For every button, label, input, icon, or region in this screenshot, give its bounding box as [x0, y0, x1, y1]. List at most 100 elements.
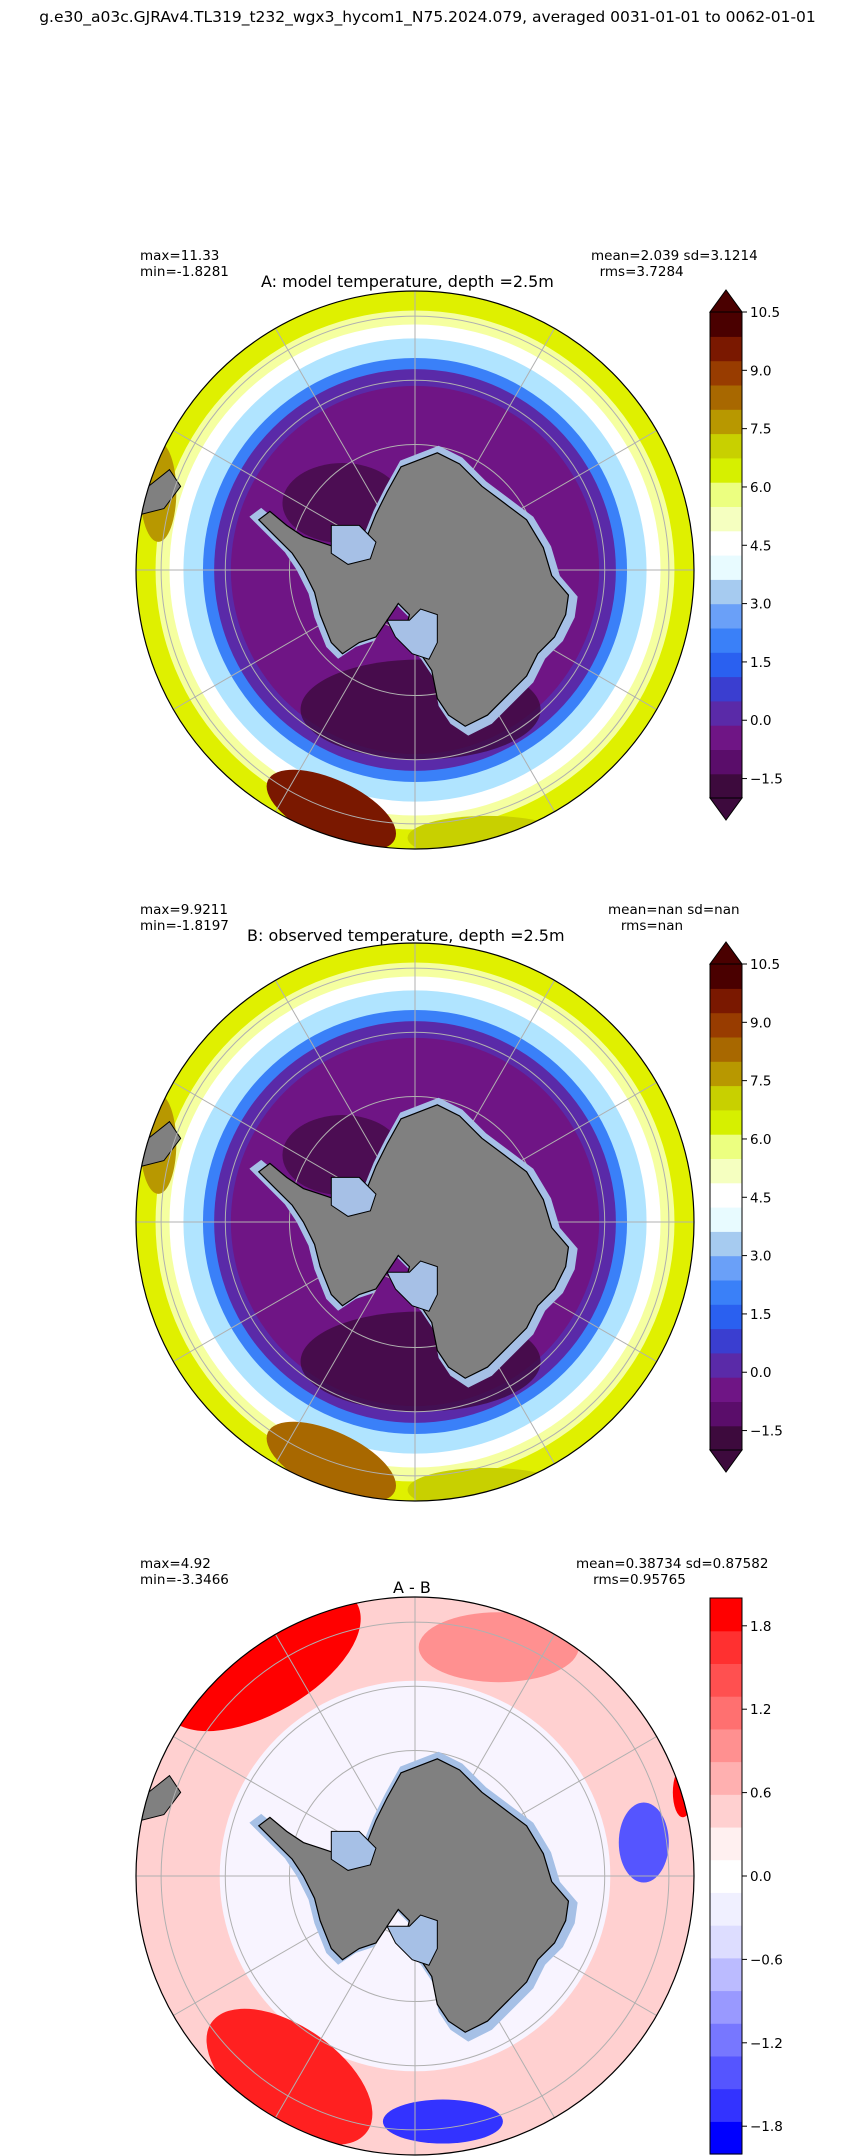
- panel-a-stats-left: max=11.33 min=-1.8281: [140, 248, 229, 280]
- colorbar-tick-label: 3.0: [750, 1249, 771, 1265]
- colorbar-swatch: [710, 1826, 742, 1861]
- colorbar-frame: [709, 963, 743, 1451]
- colorbar-swatch: [710, 1182, 742, 1208]
- panel-c-colorbar: 1.8 1.2 0.6 0.0 −0.6 −1.2 −1.8: [709, 1597, 783, 2155]
- colorbar-swatches: [710, 1598, 742, 2155]
- colorbar-swatch: [710, 1630, 742, 1665]
- colorbar-swatch: [710, 1036, 742, 1062]
- colorbar-frame: [709, 311, 743, 799]
- negative-anomaly-patch: [382, 2099, 503, 2144]
- colorbar-swatch: [710, 360, 742, 386]
- colorbar-tick-label: 9.0: [750, 363, 771, 379]
- panel-a-stats-right: mean=2.039 sd=3.1214 rms=3.7284: [591, 248, 758, 280]
- colorbar-swatch: [710, 1401, 742, 1427]
- ross-ice-shelf: [386, 1260, 438, 1312]
- colorbar-tick-label: −0.6: [750, 1952, 783, 1968]
- colorbar-swatches: [710, 312, 742, 799]
- colorbar-tick-label: −1.2: [750, 2036, 783, 2052]
- panel-c-map: [135, 1596, 695, 2156]
- colorbar-swatch: [710, 1925, 742, 1959]
- colorbar-swatch: [710, 676, 742, 702]
- panel-c-stats-right: mean=0.38734 sd=0.87582 rms=0.95765: [576, 1556, 769, 1588]
- colorbar-swatch: [710, 2088, 742, 2122]
- colorbar-swatch: [710, 1158, 742, 1184]
- colorbar-swatch: [710, 457, 742, 483]
- panel-b-title: B: observed temperature, depth =2.5m: [247, 926, 565, 945]
- figure-title: g.e30_a03c.GJRAv4.TL319_t232_wgx3_hycom1…: [39, 8, 816, 26]
- colorbar-swatch: [710, 773, 742, 799]
- colorbar-swatch: [710, 964, 742, 989]
- colorbar-swatch: [710, 506, 742, 532]
- colorbar-swatch: [710, 1328, 742, 1354]
- colorbar-tick-label: −1.5: [750, 772, 783, 788]
- colorbar-swatch: [710, 1728, 742, 1763]
- colorbar-swatch: [710, 1696, 742, 1730]
- ocean-field: [136, 1597, 694, 2155]
- colorbar-swatch: [710, 1304, 742, 1330]
- colorbar-swatches: [710, 964, 742, 1451]
- colorbar-swatch: [710, 1012, 742, 1038]
- panel-a-colorbar: 10.5 9.0 7.5 6.0 4.5 3.0 1.5 0.0 −1.5: [709, 289, 783, 821]
- positive-anomaly-patch: [162, 1597, 361, 1732]
- colorbar-tick-label: 1.2: [750, 1702, 771, 1718]
- colorbar-swatch: [710, 988, 742, 1014]
- positive-anomaly-patch: [206, 2008, 373, 2146]
- antarctica-land: [257, 1104, 570, 1379]
- colorbar-tick-label: −1.8: [750, 2119, 783, 2135]
- antarctica-land: [257, 1758, 570, 2033]
- colorbar-tick-label: 4.5: [750, 538, 771, 554]
- map-boundary: [135, 942, 695, 1502]
- colorbar-swatch: [710, 725, 742, 750]
- colorbar-swatch: [710, 2023, 742, 2057]
- colorbar-swatch: [710, 1134, 742, 1159]
- colorbar-tick-label: 10.5: [750, 957, 780, 973]
- colorbar-swatch: [710, 1352, 742, 1378]
- panel-a-title: A: model temperature, depth =2.5m: [261, 272, 554, 291]
- panel-c-title: A - B: [393, 1578, 431, 1597]
- colorbar-swatch: [710, 1061, 742, 1087]
- warm-anomaly-patch: [407, 815, 568, 849]
- colorbar-extend-max: [709, 289, 743, 313]
- colorbar-tick-label: 4.5: [750, 1190, 771, 1206]
- colorbar-swatch: [710, 1255, 742, 1281]
- antarctica-land: [257, 452, 570, 727]
- colorbar-swatch: [710, 627, 742, 653]
- ross-ice-shelf: [386, 1914, 438, 1966]
- colorbar-swatch: [710, 579, 742, 605]
- ronne-ice-shelf: [330, 1176, 377, 1217]
- colorbar-swatch: [710, 1663, 742, 1697]
- colorbar-swatch: [710, 336, 742, 362]
- colorbar-swatch: [710, 652, 742, 678]
- colorbar-swatch: [710, 1761, 742, 1795]
- colorbar-swatch: [710, 1990, 742, 2024]
- colorbar-swatch: [710, 1109, 742, 1135]
- colorbar-extend-max: [709, 941, 743, 965]
- panel-c-stats-left: max=4.92 min=-3.3466: [140, 1556, 229, 1588]
- panel-b-stats-right: mean=nan sd=nan rms=nan: [608, 902, 740, 934]
- colorbar-swatch: [710, 603, 742, 629]
- colorbar-swatch: [710, 2121, 742, 2155]
- colorbar-swatch: [710, 1207, 742, 1232]
- colorbar-swatch: [710, 1231, 742, 1257]
- negative-anomaly-patch: [618, 1802, 669, 1883]
- colorbar-swatch: [710, 312, 742, 337]
- colorbar-swatch: [710, 1085, 742, 1111]
- colorbar-swatch: [710, 1794, 742, 1828]
- colorbar-swatch: [710, 384, 742, 410]
- positive-anomaly-patch: [418, 1612, 579, 1683]
- colorbar-tick-label: 0.0: [750, 713, 771, 729]
- colorbar-tick-label: 10.5: [750, 305, 780, 321]
- ronne-ice-shelf: [330, 524, 377, 565]
- colorbar-tick-label: 1.5: [750, 655, 771, 671]
- colorbar-tick-label: 7.5: [750, 1074, 771, 1090]
- colorbar-tick-label: 0.0: [750, 1365, 771, 1381]
- colorbar-swatch: [710, 749, 742, 775]
- ross-ice-shelf: [386, 608, 438, 660]
- colorbar-swatch: [710, 1425, 742, 1451]
- colorbar-tick-label: 0.6: [750, 1786, 771, 1802]
- colorbar-tick-label: −1.5: [750, 1424, 783, 1440]
- ocean-field: [136, 943, 694, 1501]
- colorbar-tick-label: 6.0: [750, 480, 771, 496]
- colorbar-tick-label: 7.5: [750, 422, 771, 438]
- colorbar-extend-min: [709, 797, 743, 821]
